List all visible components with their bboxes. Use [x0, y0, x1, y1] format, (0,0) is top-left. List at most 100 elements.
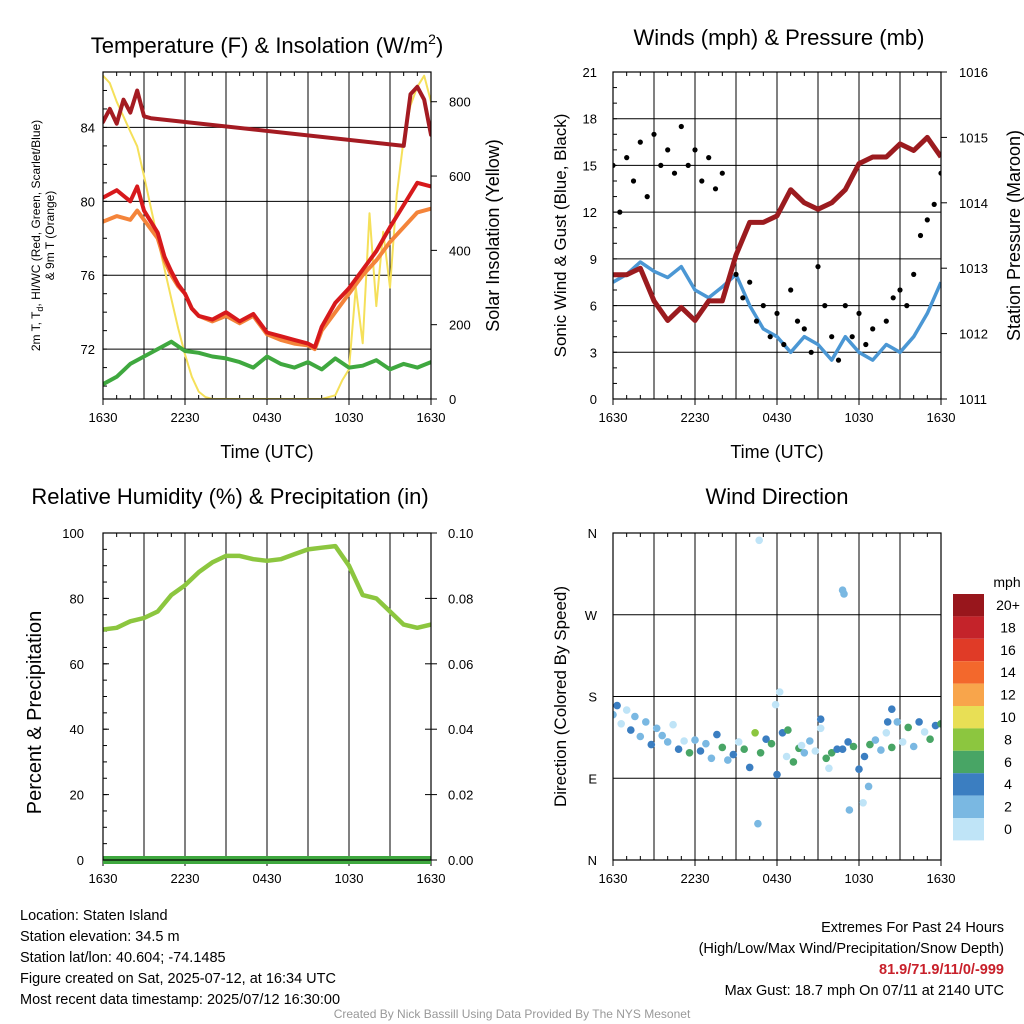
- title-text-end: ): [436, 33, 443, 58]
- y-axis-label: Direction (Colored By Speed): [551, 586, 570, 807]
- gust-point: [849, 334, 855, 340]
- direction-point: [926, 735, 934, 743]
- direction-point: [674, 745, 683, 753]
- credit-line: Created By Nick Bassill Using Data Provi…: [333, 1007, 691, 1021]
- y-tick-label: N: [588, 526, 597, 541]
- title-superscript: 2: [428, 31, 436, 47]
- direction-point: [888, 705, 896, 713]
- gust-point: [630, 178, 637, 184]
- y-tick-label: 15: [583, 158, 597, 173]
- gust-point: [890, 295, 896, 301]
- direction-point: [613, 701, 621, 710]
- gust-point: [829, 334, 835, 340]
- direction-point: [707, 754, 716, 763]
- gust-point: [644, 194, 650, 200]
- x-tick-label: 1630: [927, 871, 956, 886]
- station-elevation: Station elevation: 34.5 m: [20, 929, 180, 945]
- gust-point: [794, 318, 801, 324]
- y2-tick-label: 0.06: [448, 657, 473, 672]
- direction-point: [840, 590, 848, 598]
- gust-point: [692, 147, 698, 153]
- legend-label: 18: [1000, 619, 1016, 635]
- direction-point: [920, 728, 929, 736]
- gust-point: [863, 341, 869, 348]
- direction-point: [883, 718, 892, 726]
- gust-point: [781, 341, 787, 348]
- y2-tick-label: 600: [449, 169, 471, 184]
- direction-point: [904, 723, 912, 732]
- legend-label: 12: [1000, 687, 1016, 703]
- x-tick-label: 0430: [763, 410, 792, 425]
- x-tick-label: 1630: [927, 410, 956, 425]
- y-label-part: 2m T, T: [29, 311, 43, 351]
- series-pressure: [613, 134, 941, 323]
- x-tick-label: 1030: [845, 871, 874, 886]
- station-latlon: Station lat/lon: 40.604; -74.1485: [20, 950, 226, 966]
- y-tick-label: 6: [590, 299, 597, 314]
- gust-point: [678, 123, 684, 130]
- y-tick-label: 60: [70, 657, 84, 672]
- gust-point: [658, 162, 664, 168]
- y-tick-label: 0: [590, 392, 597, 407]
- direction-point: [871, 736, 880, 744]
- gust-point: [801, 326, 807, 332]
- gust-point: [911, 271, 917, 277]
- y2-tick-label: 400: [449, 243, 471, 258]
- gust-point: [747, 279, 753, 285]
- gust-point: [924, 217, 930, 223]
- direction-point: [859, 799, 867, 807]
- y-axis-label: 2m T, Td, HI/WC (Red, Green, Scarlet/Blu…: [29, 120, 45, 351]
- direction-point: [680, 737, 688, 745]
- y2-tick-label: 1015: [959, 130, 988, 145]
- series-t2m: [103, 180, 431, 350]
- direction-point: [652, 724, 661, 733]
- x-tick-label: 2230: [171, 871, 200, 886]
- direction-point: [827, 749, 836, 757]
- direction-point: [631, 712, 639, 721]
- legend-label: 8: [1004, 731, 1012, 747]
- direction-point: [617, 720, 625, 728]
- y-tick-label: 72: [81, 342, 95, 357]
- series-dew: [103, 339, 431, 387]
- direction-point: [751, 729, 759, 737]
- x-tick-label: 1030: [335, 410, 364, 425]
- direction-point: [888, 743, 896, 752]
- gust-point: [931, 201, 937, 207]
- y-tick-label: E: [588, 771, 597, 786]
- direction-point: [771, 700, 780, 709]
- direction-point: [877, 746, 885, 754]
- y2-tick-label: 0.02: [448, 788, 473, 803]
- direction-point: [860, 752, 869, 761]
- direction-point: [806, 737, 814, 745]
- y-tick-label: 9: [590, 252, 597, 267]
- legend-swatch: [953, 773, 984, 796]
- gust-point: [617, 209, 623, 215]
- direction-point: [775, 688, 784, 696]
- direction-point: [893, 718, 902, 726]
- extremes-values: 81.9/71.9/11/0/-999: [879, 962, 1004, 978]
- x-tick-label: 2230: [171, 410, 200, 425]
- direction-point: [844, 738, 852, 746]
- direction-point: [696, 747, 705, 755]
- y2-axis-label: Solar Insolation (Yellow): [483, 139, 503, 331]
- extremes-panel: Extremes For Past 24 Hours (High/Low/Max…: [699, 918, 1004, 1002]
- gust-point: [856, 310, 862, 316]
- temperature-chart: 1630 2230 0430 1030 1630 72 76 80 84 0 200 400 600 80…: [29, 31, 503, 462]
- gust-point: [699, 178, 705, 184]
- legend-label: 4: [1004, 776, 1012, 792]
- y-axis-label: Percent & Precipitation: [24, 611, 46, 814]
- direction-point: [915, 718, 923, 726]
- y2-tick-label: 1014: [959, 196, 988, 211]
- x-axis-label: Time (UTC): [730, 442, 823, 462]
- x-tick-label: 1630: [89, 410, 118, 425]
- direction-point: [663, 738, 672, 746]
- direction-point: [718, 743, 727, 752]
- max-gust: Max Gust: 18.7 mph On 07/11 at 2140 UTC: [724, 983, 1004, 999]
- y-tick-label: 0: [77, 853, 84, 868]
- y2-tick-label: 0: [449, 392, 456, 407]
- x-tick-label: 1630: [599, 410, 628, 425]
- gust-point: [671, 170, 678, 176]
- legend-swatch: [953, 706, 984, 729]
